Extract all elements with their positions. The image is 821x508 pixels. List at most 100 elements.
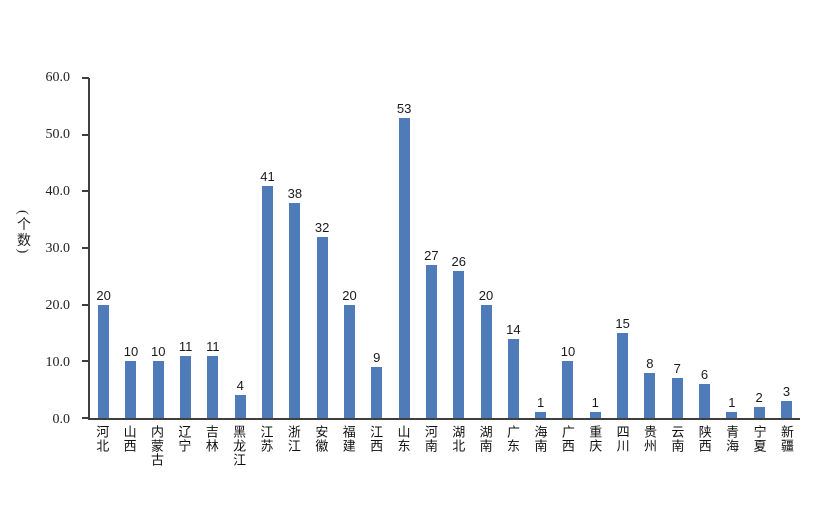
x-tick-label: 陕西 <box>696 425 712 453</box>
bar-slot: 15 <box>609 78 636 418</box>
bar-value-label: 11 <box>206 338 220 354</box>
x-label-slot: 新疆 <box>773 425 800 453</box>
x-tick-label: 四川 <box>614 425 630 453</box>
bar <box>507 338 519 418</box>
bar-slot: 9 <box>363 78 390 418</box>
bar-slot: 32 <box>309 78 336 418</box>
bar-slot: 14 <box>500 78 527 418</box>
bar-value-label: 9 <box>373 350 381 365</box>
bar-value-label: 1 <box>728 395 736 411</box>
x-label-slot: 青海 <box>718 425 745 453</box>
x-label-slot: 广西 <box>554 425 581 453</box>
bar-slot: 3 <box>773 78 800 418</box>
bar <box>726 412 738 418</box>
bar-slot: 10 <box>117 78 144 418</box>
bar <box>262 185 274 418</box>
x-label-slot: 河北 <box>88 425 115 453</box>
x-tick-label: 云南 <box>669 425 685 453</box>
x-label-slot: 福建 <box>335 425 362 453</box>
y-tick-mark <box>82 77 89 79</box>
x-tick-label: 青海 <box>724 425 740 453</box>
bar-value-label: 20 <box>342 287 357 303</box>
plot-area: 20 10 10 11 11 4 41 38 32 20 9 53 27 26 20 14 1 10 1 15 8 7 6 1… <box>82 77 800 420</box>
bar-value-label: 32 <box>314 219 330 235</box>
x-tick-label: 江苏 <box>258 425 274 453</box>
x-tick-label: 内蒙古 <box>148 425 164 467</box>
bar-slot: 10 <box>145 78 172 418</box>
bar-value-label: 20 <box>96 287 111 303</box>
bar-slot: 4 <box>227 78 254 418</box>
bar <box>316 236 328 418</box>
x-tick-label: 江西 <box>368 425 384 453</box>
x-label-slot: 江苏 <box>252 425 279 453</box>
bar-slot: 8 <box>636 78 663 418</box>
x-tick-label: 海南 <box>532 425 548 453</box>
y-tick-mark <box>82 133 89 136</box>
y-tick-mark <box>82 360 89 363</box>
bar-value-label: 8 <box>646 355 654 371</box>
y-tick-mark <box>82 247 89 249</box>
bar-value-label: 2 <box>755 389 763 405</box>
bar <box>207 355 219 418</box>
bar-value-label: 1 <box>537 395 545 411</box>
bar-slot: 20 <box>90 78 117 418</box>
bar-slot: 38 <box>281 78 308 418</box>
x-tick-label: 辽宁 <box>176 425 192 453</box>
bar <box>671 378 683 418</box>
bar-value-label: 26 <box>451 253 466 269</box>
x-tick-label: 山东 <box>395 425 411 453</box>
y-tick-mark <box>82 190 89 193</box>
x-label-slot: 贵州 <box>636 425 663 453</box>
x-label-slot: 山东 <box>389 425 416 453</box>
bar-slot: 10 <box>554 78 581 418</box>
x-tick-label: 宁夏 <box>751 425 767 453</box>
bar-value-label: 14 <box>506 321 521 337</box>
bar-slot: 53 <box>390 78 417 418</box>
bar <box>180 355 192 418</box>
bar <box>289 202 301 418</box>
x-label-slot: 陕西 <box>691 425 718 453</box>
bar-value-label: 53 <box>396 100 412 116</box>
bar <box>644 372 656 418</box>
x-label-slot: 江西 <box>362 425 389 453</box>
bar <box>343 304 355 418</box>
bar-slot: 41 <box>254 78 281 418</box>
x-label-slot: 宁夏 <box>745 425 772 453</box>
bar <box>371 367 383 418</box>
bar <box>753 406 765 418</box>
x-tick-label: 安徽 <box>313 425 329 453</box>
bar <box>152 361 164 418</box>
bar-slot: 20 <box>336 78 363 418</box>
bar-value-label: 10 <box>151 344 166 360</box>
bar-slot: 2 <box>746 78 773 418</box>
x-tick-label: 重庆 <box>587 425 603 453</box>
y-tick-label: 40.0 <box>45 184 71 199</box>
y-tick-label: 60.0 <box>45 70 71 85</box>
bar-slot: 1 <box>582 78 609 418</box>
y-tick-label: 0.0 <box>52 412 71 427</box>
x-label-slot: 海南 <box>526 425 553 453</box>
x-label-slot: 广东 <box>499 425 526 453</box>
x-tick-label: 贵州 <box>642 425 657 453</box>
y-tick-label: 10.0 <box>45 355 71 370</box>
bar-value-label: 3 <box>782 384 791 399</box>
bar-slot: 11 <box>199 78 226 418</box>
y-tick-mark <box>82 303 89 306</box>
bar-value-label: 7 <box>673 361 681 377</box>
bar-slot: 6 <box>691 78 718 418</box>
bar-slot: 1 <box>527 78 554 418</box>
y-tick-label: 30.0 <box>45 241 71 256</box>
bar-slot: 26 <box>445 78 472 418</box>
bar-value-label: 4 <box>236 378 244 394</box>
bar <box>699 384 711 418</box>
x-tick-label: 新疆 <box>778 425 794 453</box>
bar-value-label: 41 <box>260 168 275 184</box>
x-tick-label: 浙江 <box>285 425 301 453</box>
bar <box>535 412 547 418</box>
bar-value-label: 1 <box>591 395 599 411</box>
x-tick-label: 湖北 <box>450 425 466 453</box>
x-label-slot: 辽宁 <box>170 425 197 453</box>
x-label-slot: 重庆 <box>581 425 608 453</box>
bar-slot: 7 <box>664 78 691 418</box>
